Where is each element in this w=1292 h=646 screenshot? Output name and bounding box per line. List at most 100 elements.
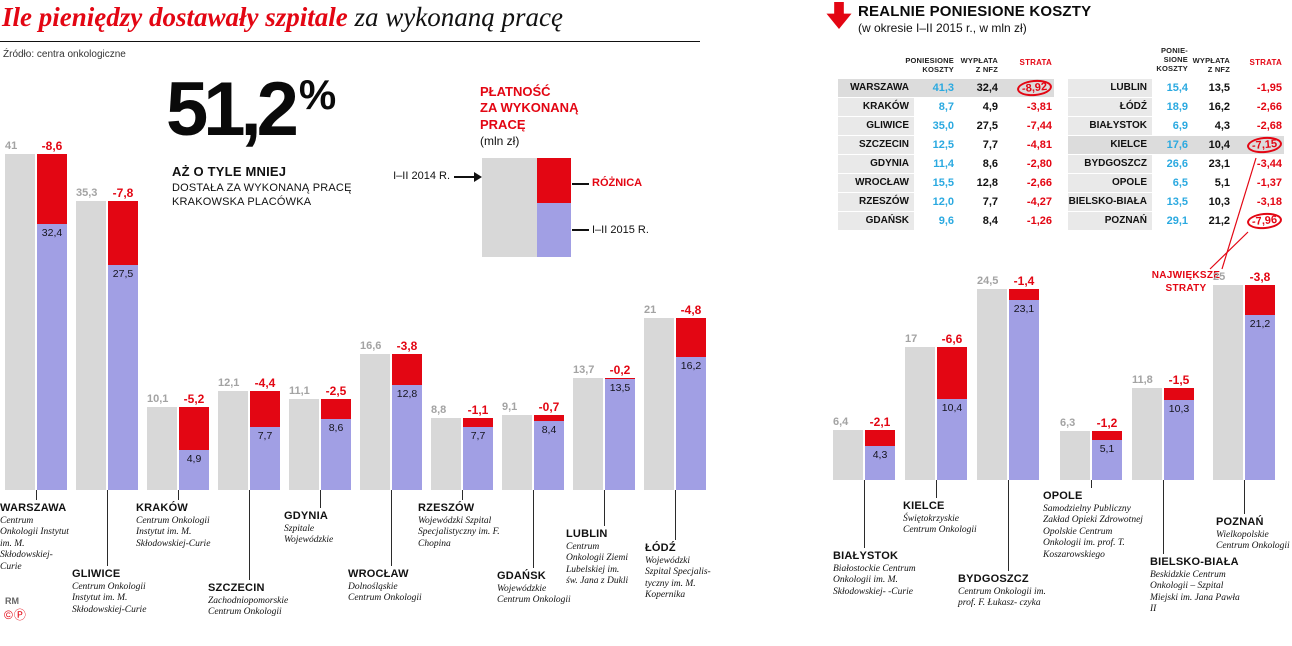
label-line-GLIWICE (107, 490, 108, 566)
cell-s-BYDGOSZCZ: -3,44 (1230, 158, 1284, 170)
bar-2014-BIAŁYSTOK (833, 430, 863, 480)
label-line-ŁÓDŹ (675, 490, 676, 540)
value-2015-GDAŃSK: 8,4 (541, 424, 557, 436)
loss-value-BIAŁYSTOK: -2,68 (1256, 120, 1282, 132)
value-2015-BIAŁYSTOK: 4,3 (872, 449, 888, 461)
city-org: Świętokrzyskie Centrum Onkologii (903, 514, 977, 536)
bar-2014-BIELSKO-BIAŁA (1132, 388, 1162, 480)
value-2014-POZNAŃ: 25 (1213, 271, 1226, 283)
cell-k-BIAŁYSTOK: 6,9 (1172, 120, 1188, 132)
value-2014-RZESZÓW: 8,8 (431, 404, 447, 416)
legend-2015-line (572, 229, 589, 231)
cell-s-WARSZAWA: -8,92 (998, 78, 1054, 98)
cell-city-SZCZECIN: SZCZECIN (838, 136, 914, 154)
city-name: POZNAŃ (1216, 516, 1264, 528)
label-line-BIELSKO-BIAŁA (1163, 480, 1164, 554)
label-line-LUBLIN (604, 490, 605, 526)
cell-s-KIELCE: -7,15 (1230, 135, 1284, 155)
highlight-percent: 51,2% (166, 72, 336, 148)
value-2015-OPOLE: 5,1 (1099, 443, 1115, 455)
cell-k-POZNAŃ: 29,1 (1166, 215, 1188, 227)
cell-city-KIELCE: KIELCE (1068, 136, 1152, 154)
label-line-OPOLE (1091, 480, 1092, 488)
label-line-GDAŃSK (533, 490, 534, 568)
loss-value-LUBLIN: -1,95 (1256, 82, 1282, 94)
label-line-KIELCE (936, 480, 937, 498)
cell-w-LUBLIN: 13,5 (1208, 82, 1230, 94)
cell-s-OPOLE: -1,37 (1230, 177, 1284, 189)
label-line-RZESZÓW (462, 490, 463, 500)
bar-loss-GDYNIA (321, 399, 351, 419)
loss-value-ŁÓDŹ: -2,66 (1256, 101, 1282, 113)
value-loss-KIELCE: -6,6 (941, 332, 963, 346)
value-2015-KIELCE: 10,4 (941, 402, 963, 414)
cost-row-WROCŁAW: WROCŁAW 15,5 12,8 -2,66 (838, 174, 1054, 192)
bar-2014-GDAŃSK (502, 415, 532, 490)
cell-city-RZESZÓW: RZESZÓW (838, 193, 914, 211)
bar-2014-ŁÓDŹ (644, 318, 674, 490)
city-label-OPOLE: OPOLE Samodzielny Publiczny Zakład Opieki… (1043, 490, 1151, 561)
city-org: Centrum Onkologii im. prof. F. Łukasz- c… (958, 587, 1046, 609)
cell-city-ŁÓDŹ: ŁÓDŹ (1068, 98, 1152, 116)
credit-logo: RM (5, 596, 19, 606)
value-loss-BIELSKO-BIAŁA: -1,5 (1168, 373, 1190, 387)
city-org: Centrum Onkologii Instytut im. M. Skłodo… (0, 516, 69, 572)
cell-s-WROCŁAW: -2,66 (998, 177, 1054, 189)
bar-loss-KIELCE (937, 347, 967, 399)
city-org: Szpitale Wojewódzkie (284, 524, 334, 546)
cost-row-RZESZÓW: RZESZÓW 12,0 7,7 -4,27 (838, 193, 1054, 211)
down-arrow-icon (826, 2, 852, 29)
city-name: KRAKÓW (136, 502, 188, 514)
bar-2015-ŁÓDŹ (676, 357, 706, 490)
cell-k-GDAŃSK: 9,6 (938, 215, 954, 227)
city-name: LUBLIN (566, 528, 608, 540)
value-loss-RZESZÓW: -1,1 (467, 403, 489, 417)
cell-s-POZNAŃ: -7,96 (1230, 211, 1284, 231)
value-loss-GDAŃSK: -0,7 (538, 400, 560, 414)
bar-2015-POZNAŃ (1245, 315, 1275, 480)
title-rule (0, 41, 700, 42)
city-org: Wojewódzki Szpital Specjalis- tyczny im.… (645, 556, 711, 601)
biggest-losses-label: NAJWIĘKSZE STRATY (1151, 270, 1221, 294)
value-loss-BIAŁYSTOK: -2,1 (869, 415, 891, 429)
cost-row-KIELCE: KIELCE 17,6 10,4 -7,15 (1068, 135, 1284, 155)
bar-loss-GDAŃSK (534, 415, 564, 421)
value-2015-GDYNIA: 8,6 (328, 422, 344, 434)
cost-row-BIAŁYSTOK: BIAŁYSTOK 6,9 4,3 -2,68 (1068, 117, 1284, 135)
loss-value-GLIWICE: -7,44 (1026, 120, 1052, 132)
label-line-POZNAŃ (1244, 480, 1245, 514)
page-title: Ile pieniędzy dostawały szpitale za wyko… (2, 2, 563, 33)
value-2015-BYDGOSZCZ: 23,1 (1013, 303, 1035, 315)
col-header-koszty-right: PONIE- SIONE KOSZTY (1156, 46, 1188, 73)
value-loss-GLIWICE: -7,8 (112, 186, 134, 200)
bar-2014-BYDGOSZCZ (977, 289, 1007, 480)
city-name: GDYNIA (284, 510, 328, 522)
highlight-caption: AŻ O TYLE MNIEJ DOSTAŁA ZA WYKONANĄ PRAC… (172, 163, 352, 210)
cell-k-WARSZAWA: 41,3 (932, 82, 954, 94)
col-header-wyplata-left: WYPŁATA Z NFZ (960, 56, 998, 74)
cell-s-RZESZÓW: -4,27 (998, 196, 1054, 208)
value-2014-WROCŁAW: 16,6 (360, 340, 382, 352)
legend-2014-swatch (482, 158, 537, 257)
cost-row-POZNAŃ: POZNAŃ 29,1 21,2 -7,96 (1068, 211, 1284, 231)
legend-2014-arrow-line (454, 176, 474, 178)
bar-2014-KRAKÓW (147, 407, 177, 490)
city-label-SZCZECIN: SZCZECIN Zachodniopomorskie Centrum Onkol… (208, 582, 318, 619)
cell-w-ŁÓDŹ: 16,2 (1208, 101, 1230, 113)
legend-2014-label: I–II 2014 R. (393, 170, 450, 182)
city-label-GDYNIA: GDYNIA Szpitale Wojewódzkie (284, 510, 356, 547)
city-label-KIELCE: KIELCE Świętokrzyskie Centrum Onkologii (903, 500, 987, 537)
legend-unit: (mln zł) (480, 134, 520, 148)
city-label-LUBLIN: LUBLIN Centrum Onkologii Ziemi Lubelskiej… (566, 528, 630, 588)
bar-2015-OPOLE (1092, 440, 1122, 480)
value-loss-OPOLE: -1,2 (1096, 416, 1118, 430)
label-line-BYDGOSZCZ (1008, 480, 1009, 571)
caption-line1: AŻ O TYLE MNIEJ (172, 164, 287, 179)
city-label-BYDGOSZCZ: BYDGOSZCZ Centrum Onkologii im. prof. F. … (958, 573, 1046, 610)
city-name: KIELCE (903, 500, 945, 512)
copyright-marks: ©Ⓟ (4, 608, 27, 622)
cell-s-GDAŃSK: -1,26 (998, 215, 1054, 227)
value-2015-POZNAŃ: 21,2 (1249, 318, 1271, 330)
bar-2015-GDAŃSK (534, 421, 564, 490)
cell-w-GDYNIA: 8,6 (982, 158, 998, 170)
